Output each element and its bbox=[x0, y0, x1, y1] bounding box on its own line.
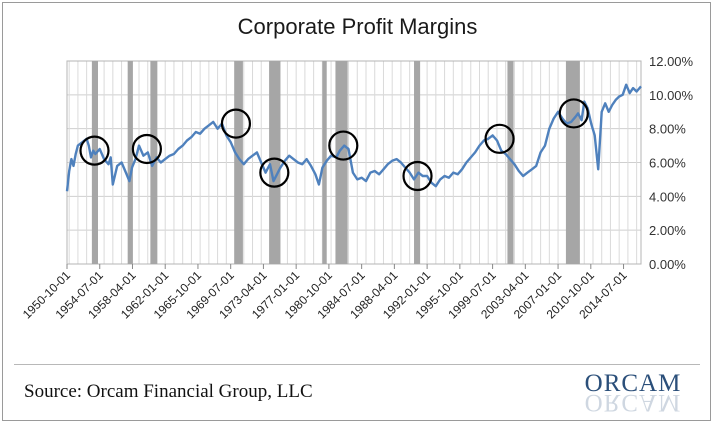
recession-bar bbox=[234, 61, 243, 264]
recession-bar bbox=[507, 61, 514, 264]
y-tick-label: 6.00% bbox=[649, 156, 686, 171]
y-tick-label: 10.00% bbox=[649, 88, 694, 103]
y-tick-label: 0.00% bbox=[649, 257, 686, 272]
highlight-circle bbox=[402, 160, 433, 192]
highlight-circle bbox=[328, 130, 359, 161]
y-tick-label: 8.00% bbox=[649, 122, 686, 137]
y-tick-label: 12.00% bbox=[649, 54, 694, 69]
plot-border bbox=[66, 60, 642, 265]
logo-reflection: ORCAM bbox=[584, 389, 682, 416]
recession-bar bbox=[127, 61, 133, 264]
highlight-circle bbox=[131, 133, 162, 165]
logo-text: ORCAM bbox=[584, 370, 682, 397]
source-caption: Source: Orcam Financial Group, LLC bbox=[24, 381, 313, 402]
highlight-circle bbox=[484, 123, 515, 154]
y-tick-label: 4.00% bbox=[649, 189, 686, 204]
highlight-circle bbox=[259, 157, 290, 188]
recession-bar bbox=[335, 61, 348, 264]
chart-title: Corporate Profit Margins bbox=[237, 14, 478, 39]
recession-bar bbox=[269, 61, 281, 264]
recession-bar bbox=[91, 61, 98, 264]
y-tick-label: 2.00% bbox=[649, 223, 686, 238]
recession-bar bbox=[565, 61, 580, 264]
highlight-circle bbox=[558, 98, 589, 129]
highlight-circle bbox=[79, 135, 110, 166]
source-divider bbox=[14, 364, 700, 365]
highlight-circle bbox=[220, 108, 252, 139]
orcam-logo: ORCAM ORCAM bbox=[578, 370, 688, 416]
profit-margin-line bbox=[65, 83, 642, 192]
